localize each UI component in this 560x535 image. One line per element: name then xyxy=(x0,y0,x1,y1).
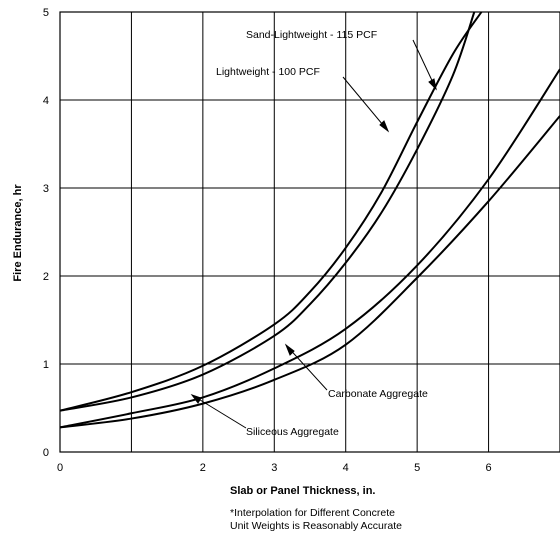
leader-arrow-sand-lightweight xyxy=(428,78,437,91)
leader-lightweight xyxy=(342,76,389,132)
x-tick-label: 0 xyxy=(57,462,63,474)
annotation-sand-lightweight: Sand-Lightweight - 115 PCF xyxy=(246,29,377,41)
x-tick-label: 6 xyxy=(486,462,492,474)
annotation-siliceous: Siliceous Aggregate xyxy=(246,426,339,438)
x-tick-label: 5 xyxy=(414,462,420,474)
x-tick-label: 4 xyxy=(343,462,349,474)
y-tick-label: 3 xyxy=(43,183,49,195)
y-tick-label: 1 xyxy=(43,359,49,371)
y-tick-labels: 0 1 2 3 4 5 xyxy=(43,7,49,459)
y-tick-label: 5 xyxy=(43,7,49,19)
x-tick-label: 3 xyxy=(271,462,277,474)
x-tick-label: 2 xyxy=(200,462,206,474)
series-line-1 xyxy=(59,11,476,412)
y-tick-label: 0 xyxy=(43,447,49,459)
x-tick-labels: 0 2 3 4 5 6 xyxy=(57,462,492,474)
leader-arrow-carbonate xyxy=(284,343,295,356)
x-axis-title: Slab or Panel Thickness, in. xyxy=(230,485,376,497)
y-tick-label: 2 xyxy=(43,271,49,283)
plot-frame xyxy=(59,11,560,453)
interpolation-note: *Interpolation for Different Concrete Un… xyxy=(230,507,402,533)
y-tick-label: 4 xyxy=(43,95,49,107)
annotation-lightweight: Lightweight - 100 PCF xyxy=(216,66,320,78)
note-line-1: *Interpolation for Different Concrete xyxy=(230,507,395,519)
leader-siliceous xyxy=(191,394,247,429)
leader-arrow-siliceous xyxy=(190,394,202,404)
annotation-carbonate: Carbonate Aggregate xyxy=(328,388,428,400)
series-line-2 xyxy=(59,68,560,429)
series-line-0 xyxy=(59,11,483,412)
annotation-leaders xyxy=(190,39,437,429)
grid-lines xyxy=(60,12,560,452)
series-lines xyxy=(59,11,560,429)
leader-arrow-lightweight xyxy=(379,120,390,133)
note-line-2: Unit Weights is Reasonably Accurate xyxy=(230,520,402,532)
y-axis-title: Fire Endurance, hr xyxy=(12,184,24,282)
series-line-3 xyxy=(59,115,560,429)
